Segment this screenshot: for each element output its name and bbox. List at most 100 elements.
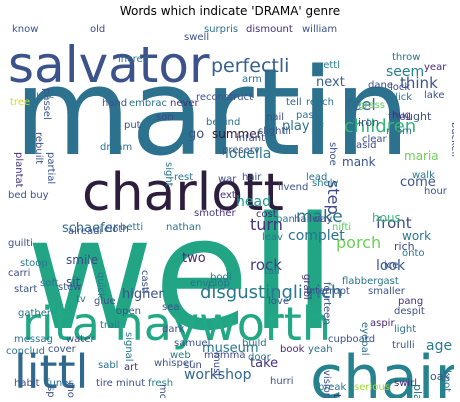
word-littl: littl	[14, 345, 88, 398]
word-book: book	[280, 344, 305, 355]
word-conclud: conclud	[6, 346, 45, 357]
word-know: know	[12, 24, 38, 35]
word-whisper: whisper	[154, 358, 194, 369]
word-tire: tire	[96, 378, 113, 389]
word-gather: gather	[18, 308, 52, 319]
word-open: open	[116, 306, 141, 317]
word-preserv: preserv	[222, 145, 260, 156]
word-schaefer: schaefer	[62, 221, 119, 236]
word-higher: higher	[122, 287, 164, 302]
chart-title: Words which indicate 'DRAMA' genre	[119, 4, 341, 18]
word-rest: rest	[174, 172, 193, 183]
word-embrac: embrac	[129, 98, 167, 109]
word-serious: serious	[354, 382, 390, 393]
word-two: two	[182, 251, 206, 266]
word-soft: soft	[40, 278, 59, 289]
word-war: war	[218, 174, 237, 185]
word-throw: throw	[392, 52, 420, 63]
word-front: front	[376, 214, 412, 232]
word-trulli: trulli	[392, 340, 415, 351]
word-sea: sea	[162, 302, 180, 313]
word-salvator: salvator	[8, 36, 210, 94]
word-start: start	[14, 284, 37, 295]
word-ext: ext	[220, 190, 236, 201]
word-swirl: swirl	[394, 378, 417, 389]
word-hous: hous	[372, 211, 401, 225]
word-buy: buy	[30, 190, 49, 201]
word-break: break	[318, 382, 347, 393]
word-smile: smile	[66, 253, 98, 267]
word-perfectli: perfectli	[211, 55, 289, 77]
word-smother: smother	[194, 208, 236, 219]
word-tall: tall	[264, 266, 280, 277]
word-museum: museum	[202, 341, 259, 356]
word-work: work	[402, 229, 431, 243]
word-aspir: aspir	[370, 318, 395, 329]
word-walk: walk	[412, 170, 435, 181]
word-vision: vision	[321, 370, 332, 398]
word-slightli: slightli	[258, 126, 291, 137]
word-pan: pan	[276, 214, 295, 225]
word-glue: glue	[94, 296, 116, 307]
word-leav: leav	[262, 232, 283, 243]
word-shelv: shelv	[312, 178, 338, 189]
word-passel: passel	[41, 88, 52, 120]
word-slick: slick	[390, 92, 412, 103]
word-trail: trail	[100, 320, 120, 331]
word-louella: louella	[225, 146, 271, 162]
word-knot: knot	[441, 370, 452, 392]
word-habit: habit	[14, 378, 40, 389]
word-must: must	[211, 352, 222, 377]
word-place: place	[411, 384, 424, 398]
word-think: think	[400, 74, 438, 92]
word-money: money	[65, 382, 76, 398]
word-thin: thin	[331, 394, 342, 398]
word-come: come	[400, 175, 436, 190]
word-yeah: yeah	[308, 344, 333, 355]
word-art: art	[124, 362, 138, 373]
word-look: look	[376, 258, 406, 274]
word-asid: asid	[356, 140, 376, 151]
word-dane: dane	[368, 80, 393, 91]
word-hug: hug	[392, 110, 411, 121]
word-cloth: cloth	[104, 224, 129, 235]
word-tell: tell	[286, 97, 302, 108]
word-mamma: mamma	[204, 350, 245, 361]
word-light: light	[394, 324, 416, 335]
word-water: water	[66, 334, 95, 345]
word-samuel: samuel	[174, 338, 210, 349]
word-hand: hand	[102, 98, 127, 109]
word-reconstruct: reconstruct	[196, 92, 253, 103]
word-ice: ice	[384, 260, 398, 271]
word-web: web	[170, 350, 191, 361]
word-hour: hour	[424, 186, 448, 197]
word-thought: thought	[388, 110, 432, 123]
word-seem: seem	[386, 64, 424, 80]
word-bed: bed	[8, 190, 27, 201]
word-lead: lead	[306, 172, 327, 183]
word-despit: despit	[394, 306, 425, 317]
word-fresh: fresh	[148, 378, 173, 389]
word-cost: cost	[256, 209, 277, 220]
word-ounc: ounc	[30, 90, 54, 101]
word-carri: carri	[8, 268, 30, 279]
word-past: past	[296, 110, 318, 121]
word-year: year	[424, 62, 447, 73]
word-william: william	[302, 24, 337, 35]
word-nathan: nathan	[166, 222, 201, 233]
word-stew: stew	[58, 282, 81, 293]
word-livend: livend	[278, 182, 308, 193]
word-sabl: sabl	[98, 360, 118, 371]
word-head: head	[236, 194, 271, 210]
word-love: love	[268, 296, 289, 307]
word-settl: settl	[318, 60, 340, 71]
word-maria: maria	[404, 149, 439, 163]
word-backell: backell	[449, 122, 454, 157]
word-room: room	[386, 126, 412, 137]
word-flabbergast: flabbergast	[342, 276, 399, 287]
word-feel: feel	[346, 95, 376, 114]
word-iron: iron	[358, 116, 379, 129]
word-dark: dark	[162, 324, 185, 335]
word-cupboard: cupboard	[328, 334, 375, 345]
